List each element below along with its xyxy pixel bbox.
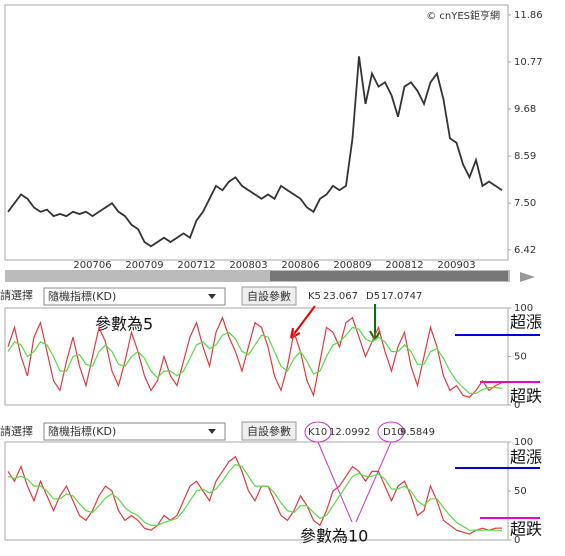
scrollbar-thumb[interactable] <box>270 271 508 281</box>
annotation: 參數為10 <box>300 527 368 546</box>
y-tick-label: 10.77 <box>514 57 543 68</box>
y-tick-label: 0 <box>514 535 520 546</box>
legend-name: D10 <box>383 427 403 438</box>
y-tick-label: 9.68 <box>514 104 536 115</box>
x-tick-label: 200903 <box>437 260 475 271</box>
scroll-arrow[interactable] <box>520 272 535 282</box>
legend-name: D5 <box>366 291 380 302</box>
x-tick-label: 200806 <box>281 260 319 271</box>
series-line <box>7 326 503 394</box>
series-line <box>7 455 503 535</box>
indicator-select[interactable] <box>43 422 226 441</box>
x-tick-label: 200709 <box>125 260 163 271</box>
legend-name: K5 <box>308 291 321 302</box>
select-label: 請選擇 <box>0 288 33 302</box>
oversold-label: 超跌 <box>510 520 542 539</box>
pointer-line <box>317 441 392 523</box>
select-value[interactable]: 隨機指標(KD) <box>48 424 116 438</box>
y-tick-label: 0 <box>514 400 520 411</box>
x-tick-label: 200803 <box>229 260 267 271</box>
overbought-label: 超漲 <box>510 313 542 332</box>
y-tick-label: 50 <box>514 352 527 363</box>
watermark: © cnYES鉅亨網 <box>426 9 500 22</box>
y-tick-label: 8.59 <box>514 151 536 162</box>
legend-name: K10 <box>308 427 327 438</box>
oversold-label: 超跌 <box>510 387 542 406</box>
series-line <box>7 463 503 532</box>
series-line <box>7 316 503 398</box>
select-arrow <box>208 294 216 299</box>
legend-value: 9.5849 <box>400 427 435 438</box>
x-tick-label: 200706 <box>73 260 111 271</box>
legend-value: 17.0747 <box>381 291 422 302</box>
legend-value: 12.0992 <box>329 427 370 438</box>
select-value[interactable]: 隨機指標(KD) <box>48 289 116 303</box>
param-button-label[interactable]: 自設參數 <box>247 424 291 438</box>
select-arrow <box>208 429 216 434</box>
y-tick-label: 6.42 <box>514 245 536 256</box>
series-line <box>7 56 503 248</box>
annotation: 參數為5 <box>95 315 153 334</box>
legend-value: 23.067 <box>323 291 358 302</box>
param-button[interactable] <box>241 421 297 441</box>
x-tick-label: 200809 <box>333 260 371 271</box>
y-tick-label: 7.50 <box>514 198 536 209</box>
x-tick-label: 200712 <box>177 260 215 271</box>
param-button-label[interactable]: 自設參數 <box>247 289 291 303</box>
price-frame <box>4 4 509 261</box>
select-label: 請選擇 <box>0 424 33 438</box>
indicator-select[interactable] <box>43 287 226 306</box>
y-tick-label: 50 <box>514 486 527 497</box>
y-tick-label: 100 <box>514 303 533 314</box>
overbought-label: 超漲 <box>510 448 542 467</box>
y-tick-label: 100 <box>514 437 533 448</box>
y-tick-label: 11.86 <box>514 10 543 21</box>
x-tick-label: 200812 <box>385 260 423 271</box>
param-button[interactable] <box>241 286 297 306</box>
kd-frame <box>4 441 509 541</box>
